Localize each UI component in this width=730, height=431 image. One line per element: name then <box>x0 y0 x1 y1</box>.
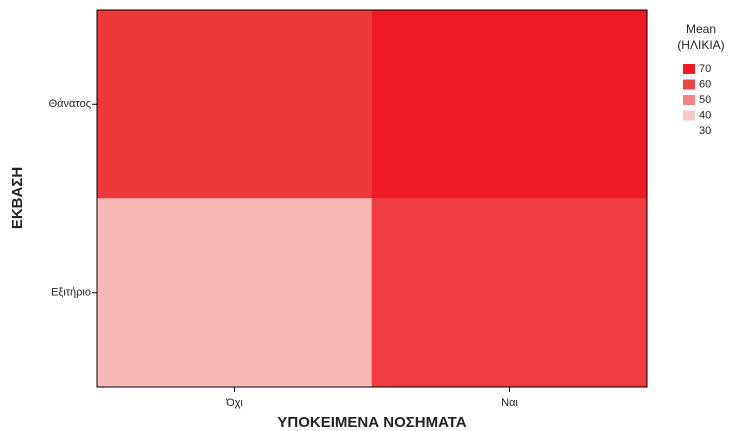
legend-swatch <box>683 110 695 121</box>
y-tick-label: Εξιτήριο <box>51 287 91 299</box>
legend-label: 30 <box>699 125 711 137</box>
x-axis-title: ΥΠΟΚΕΙΜΕΝΑ ΝΟΣΗΜΑΤΑ <box>277 414 466 431</box>
x-tick-label: Ναι <box>501 397 518 409</box>
legend-label: 40 <box>699 109 711 121</box>
legend-swatch <box>683 79 695 90</box>
y-axis-title: ΕΚΒΑΣΗ <box>9 167 26 229</box>
plot-frame <box>96 9 648 388</box>
legend-label: 60 <box>699 78 711 90</box>
y-tick-label: Θάνατος <box>49 98 91 110</box>
legend-title: (ΗΛΙΚΙΑ) <box>677 38 724 52</box>
legend-swatch <box>683 95 695 105</box>
legend-swatch <box>683 64 695 74</box>
heatmap-cell <box>371 198 648 388</box>
heatmap-cell <box>96 198 373 388</box>
heatmap-cell <box>371 9 648 199</box>
legend-label: 50 <box>699 94 711 106</box>
legend-title: Mean <box>686 22 716 36</box>
x-tick-label: Όχι <box>225 397 243 409</box>
heatmap-cell <box>96 9 373 199</box>
legend-label: 70 <box>699 63 711 75</box>
